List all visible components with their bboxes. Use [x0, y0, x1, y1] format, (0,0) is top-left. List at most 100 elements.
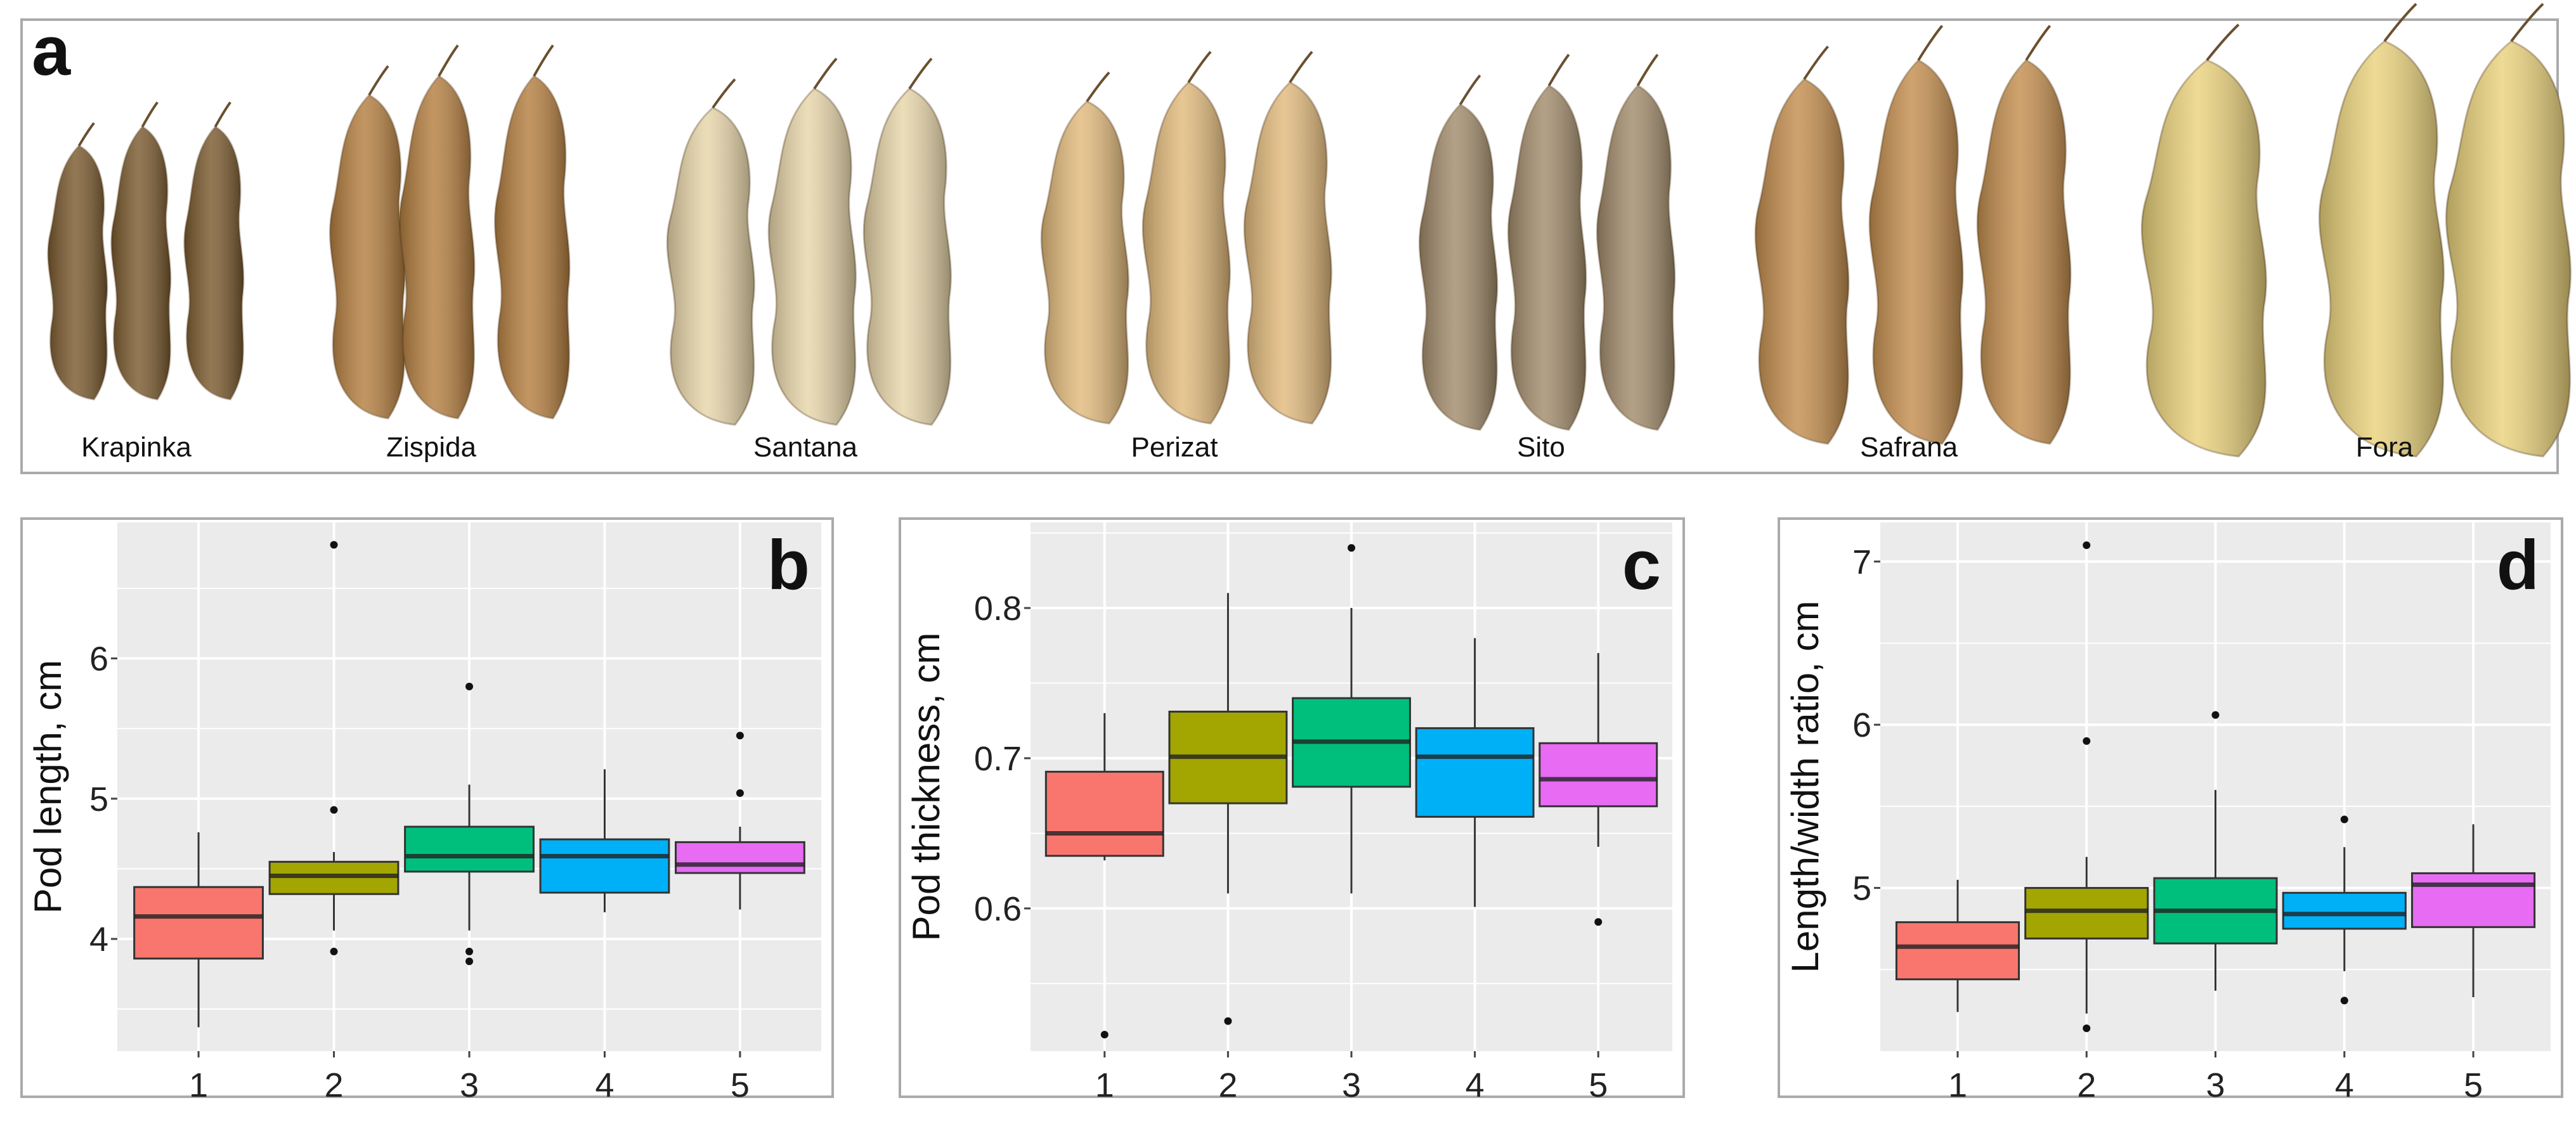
box-1 [1895, 879, 2020, 1012]
x-tick-label: 1 [1095, 1066, 1114, 1104]
box-3 [2153, 711, 2278, 991]
pod-shading [495, 76, 570, 418]
pod-group-sito: Sito [1418, 53, 1676, 463]
chart-d: 5 6 7 1 2 3 4 5 Length/width ratio, cm d [1778, 517, 2563, 1104]
pod-tip [1636, 53, 1659, 86]
box-iqr [1044, 770, 1164, 857]
outlier-point [465, 957, 473, 966]
pod-tip [1187, 51, 1212, 84]
box-1 [133, 832, 264, 1028]
outlier-point [2340, 815, 2348, 824]
pod-tip [1459, 74, 1481, 106]
x-tick-label: 3 [2206, 1066, 2225, 1104]
y-axis-label: Pod length, cm [27, 660, 69, 914]
box-4 [1415, 638, 1535, 907]
pod-tip [438, 44, 459, 77]
pod-tip [1086, 71, 1110, 103]
pod-shading [330, 95, 405, 418]
pod-shading [1143, 82, 1230, 423]
x-tick-label: 2 [325, 1066, 344, 1104]
pod-tip [2025, 25, 2052, 61]
box-iqr [1415, 727, 1535, 818]
outlier-point [2083, 541, 2091, 550]
pod-group-safrana: Safrana [1754, 25, 2072, 463]
x-tick-label: 1 [1948, 1066, 1967, 1104]
pod-tip [1917, 25, 1944, 61]
pod-tip [1547, 53, 1570, 86]
pod-tip [712, 78, 736, 109]
pod-shading [1244, 82, 1332, 423]
pod-tip [2510, 3, 2544, 42]
box-4 [2282, 815, 2407, 1005]
pod-shading [667, 108, 755, 425]
box-iqr [539, 838, 670, 894]
outlier-point [2083, 1024, 2091, 1032]
outlier-point [330, 947, 338, 955]
pod-tip [813, 57, 838, 90]
variety-label: Perizat [1131, 432, 1218, 463]
variety-label: Krapinka [81, 432, 192, 463]
y-tick-label: 0.6 [974, 890, 1022, 928]
outlier-point [330, 541, 338, 549]
x-tick-label: 5 [2464, 1066, 2483, 1104]
pod-shading [2142, 60, 2267, 456]
box-5 [675, 732, 805, 910]
outlier-point [736, 732, 744, 740]
outlier-point [465, 682, 473, 690]
x-tick-label: 3 [1342, 1066, 1361, 1104]
pod-group-santana: Santana [666, 57, 952, 463]
pod-tip [77, 122, 95, 147]
x-tick-label: 2 [2077, 1066, 2096, 1104]
pod-shading [400, 76, 475, 418]
chart-b: 4 5 6 1 2 3 4 5 Pod length, cm b [20, 517, 834, 1104]
x-tick-label: 1 [189, 1066, 208, 1104]
box-iqr [1538, 742, 1658, 808]
panel-label: d [2497, 526, 2539, 604]
pod-tip [533, 44, 554, 77]
box-3 [404, 682, 535, 966]
y-tick-label: 5 [89, 780, 108, 818]
panel-label: b [767, 526, 810, 604]
y-axis-label: Length/width ratio, cm [1784, 601, 1826, 973]
box-iqr [1895, 921, 2020, 981]
outlier-point [2340, 997, 2348, 1005]
x-tick-label: 4 [1466, 1066, 1485, 1104]
box-iqr [2282, 891, 2407, 930]
outlier-point [465, 947, 473, 955]
box-2 [268, 541, 400, 955]
box-3 [1292, 544, 1411, 894]
y-tick-label: 4 [89, 921, 108, 959]
pod-shading [184, 127, 244, 399]
x-tick-label: 5 [1589, 1066, 1608, 1104]
box-iqr [675, 841, 805, 874]
pod-shading [1419, 105, 1497, 430]
outlier-point [1594, 918, 1603, 926]
pods: Krapinka Zispida Santana Perizat Sito Safrana… [47, 3, 2572, 463]
x-tick-label: 3 [460, 1066, 479, 1104]
pod-shading [48, 146, 107, 399]
y-tick-label: 7 [1852, 543, 1871, 581]
pod-shading [2446, 41, 2571, 456]
box-iqr [2410, 872, 2536, 928]
chart-c: 0.6 0.7 0.8 1 2 3 4 5 Pod thickness, cm c [899, 517, 1685, 1104]
pod-group-perizat: Perizat [1040, 51, 1332, 463]
box-plots: 4 5 6 1 2 3 4 5 Pod length, cm b 0.6 0.7 0.8 1 2 3 4 5 Pod… [20, 517, 2563, 1104]
box-2 [2024, 541, 2149, 1032]
pod-shading [1977, 60, 2071, 444]
x-tick-label: 4 [2335, 1066, 2354, 1104]
panel-a-label: a [32, 12, 71, 90]
y-tick-label: 0.8 [974, 590, 1022, 628]
pod-tip [141, 101, 159, 127]
pod-shading [1597, 86, 1675, 430]
pod-group-fora: Fora [2140, 3, 2572, 463]
box-4 [539, 769, 670, 912]
outlier-point [2211, 711, 2220, 719]
pod-tip [2206, 23, 2240, 61]
box-iqr [2024, 887, 2149, 940]
pod-tip [368, 65, 389, 96]
pod-shading [864, 89, 951, 425]
pod-shading [1041, 101, 1129, 423]
y-tick-label: 6 [1852, 706, 1871, 744]
pod-shading [1869, 60, 1963, 444]
